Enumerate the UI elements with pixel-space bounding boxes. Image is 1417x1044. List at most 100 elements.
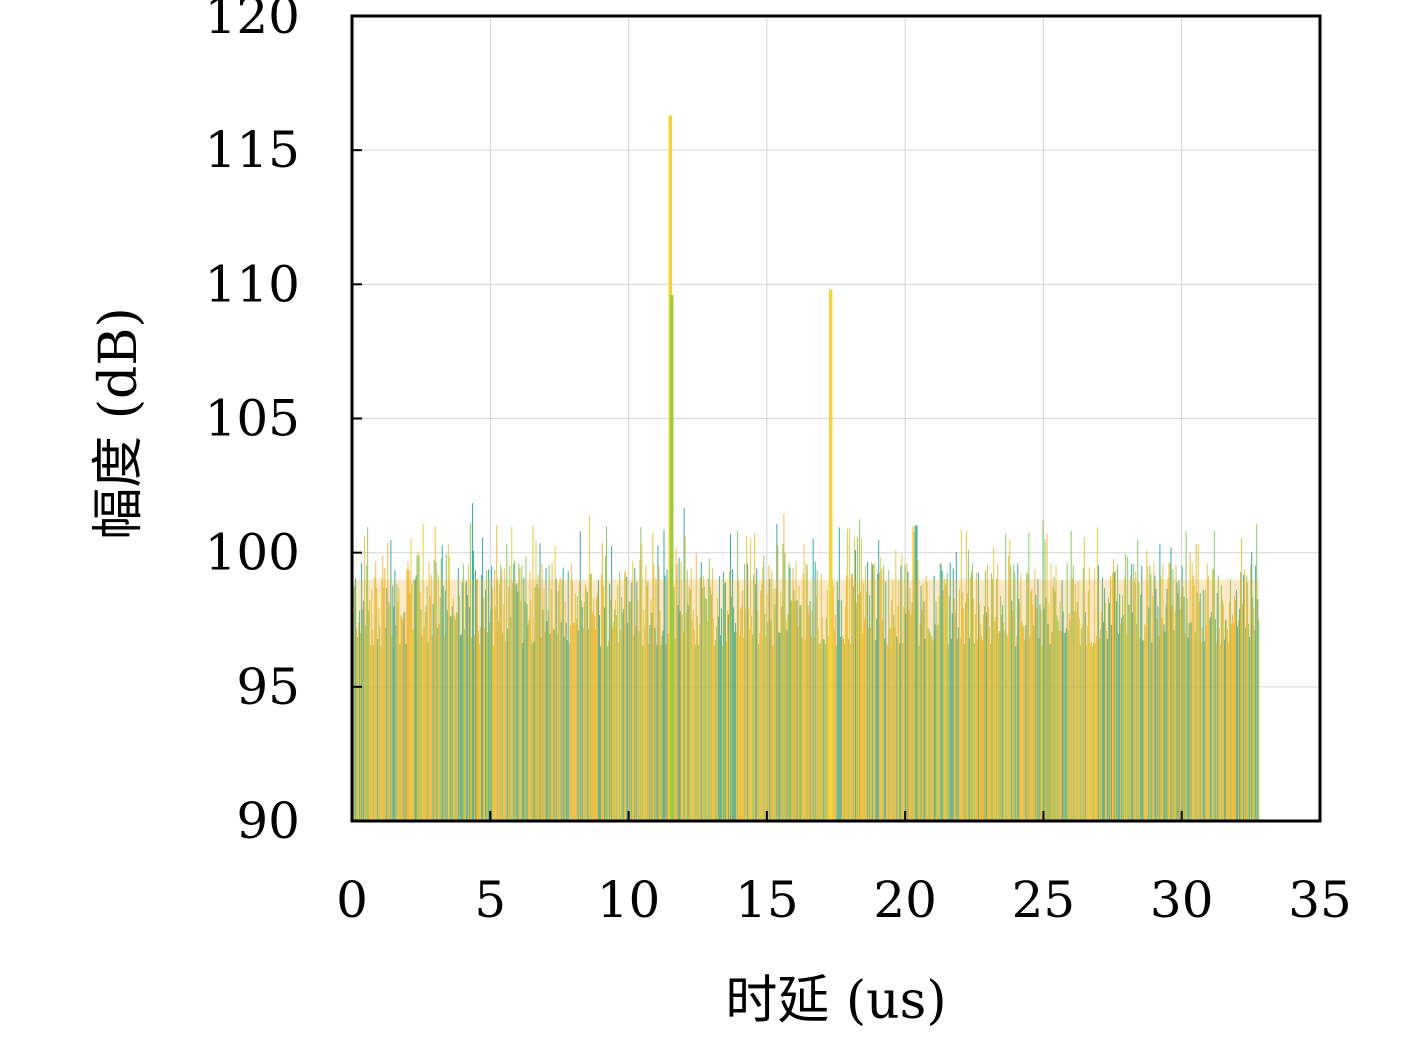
bar xyxy=(524,601,526,821)
bar xyxy=(906,563,908,821)
bar xyxy=(433,559,435,821)
bar xyxy=(812,538,814,821)
bar xyxy=(599,646,602,821)
bar xyxy=(588,515,590,821)
bar xyxy=(857,594,860,821)
bar xyxy=(836,581,838,821)
bar xyxy=(648,643,650,821)
bar xyxy=(765,635,767,821)
bar xyxy=(637,600,639,821)
bar xyxy=(932,640,934,821)
bar xyxy=(1209,617,1211,821)
bar xyxy=(1069,620,1071,821)
bar xyxy=(491,566,493,821)
bar xyxy=(1228,601,1230,821)
bar xyxy=(971,563,973,821)
bar xyxy=(1243,574,1245,821)
bar xyxy=(1052,587,1054,821)
bar xyxy=(977,572,979,821)
bar xyxy=(733,607,735,821)
bar xyxy=(651,612,653,821)
bar xyxy=(357,637,359,821)
bar xyxy=(1216,592,1218,821)
bar xyxy=(1191,561,1193,821)
x-tick-label: 25 xyxy=(1012,871,1076,929)
bar xyxy=(391,635,393,821)
bar xyxy=(1162,564,1164,821)
bar xyxy=(700,561,702,821)
bar xyxy=(525,556,527,821)
bar xyxy=(1096,527,1098,821)
bar xyxy=(631,582,633,821)
bar xyxy=(917,560,919,821)
y-tick-label: 115 xyxy=(205,121,300,179)
bar xyxy=(361,563,363,821)
bar xyxy=(1173,630,1175,821)
bar xyxy=(804,639,806,821)
bar xyxy=(550,589,552,821)
bar xyxy=(526,603,528,821)
x-tick-label: 0 xyxy=(336,871,368,929)
bar xyxy=(929,632,931,821)
bar xyxy=(782,544,784,821)
bar xyxy=(555,578,557,821)
bar xyxy=(704,598,706,821)
bar xyxy=(780,591,782,821)
bar xyxy=(949,562,951,821)
bar xyxy=(950,638,952,821)
bar xyxy=(386,587,388,821)
bar xyxy=(502,632,504,821)
bar xyxy=(728,571,731,821)
bar xyxy=(422,523,424,821)
bar xyxy=(724,582,726,821)
bar xyxy=(1182,586,1184,821)
bar xyxy=(815,596,817,821)
bar xyxy=(1167,578,1169,821)
bar xyxy=(788,562,790,821)
bar xyxy=(1242,603,1244,821)
bar xyxy=(893,614,895,821)
bar xyxy=(1053,576,1055,821)
bar xyxy=(984,570,987,821)
bar xyxy=(580,600,582,821)
bar xyxy=(1055,565,1057,821)
bar xyxy=(505,641,507,821)
bar xyxy=(411,583,413,821)
bar xyxy=(613,621,615,821)
bar xyxy=(959,638,961,821)
bar xyxy=(1250,564,1252,821)
x-tick-label: 10 xyxy=(597,871,661,929)
bar xyxy=(532,525,534,821)
bar xyxy=(1047,623,1049,821)
bar xyxy=(466,595,468,821)
bar xyxy=(379,626,381,821)
bar xyxy=(609,583,611,821)
bar xyxy=(554,546,556,821)
bar xyxy=(762,566,764,821)
bar xyxy=(727,614,730,821)
bar xyxy=(544,631,546,821)
bar xyxy=(490,608,492,821)
bar xyxy=(874,563,876,821)
bar xyxy=(529,570,531,821)
bar xyxy=(1141,565,1143,821)
bar xyxy=(821,617,823,821)
bar xyxy=(696,615,698,821)
bar xyxy=(488,569,490,821)
bar xyxy=(635,625,637,821)
bar xyxy=(793,590,795,821)
bar xyxy=(1100,611,1102,821)
bar xyxy=(885,581,887,821)
bar xyxy=(595,597,597,821)
bar xyxy=(684,535,686,821)
bar xyxy=(954,612,956,821)
bar xyxy=(1035,594,1037,821)
bar xyxy=(822,639,824,821)
bar xyxy=(1107,597,1110,821)
bar xyxy=(381,578,383,821)
bar xyxy=(926,582,928,821)
bar xyxy=(914,524,916,821)
bar xyxy=(806,565,808,821)
bar xyxy=(756,568,758,821)
bar xyxy=(359,610,361,821)
